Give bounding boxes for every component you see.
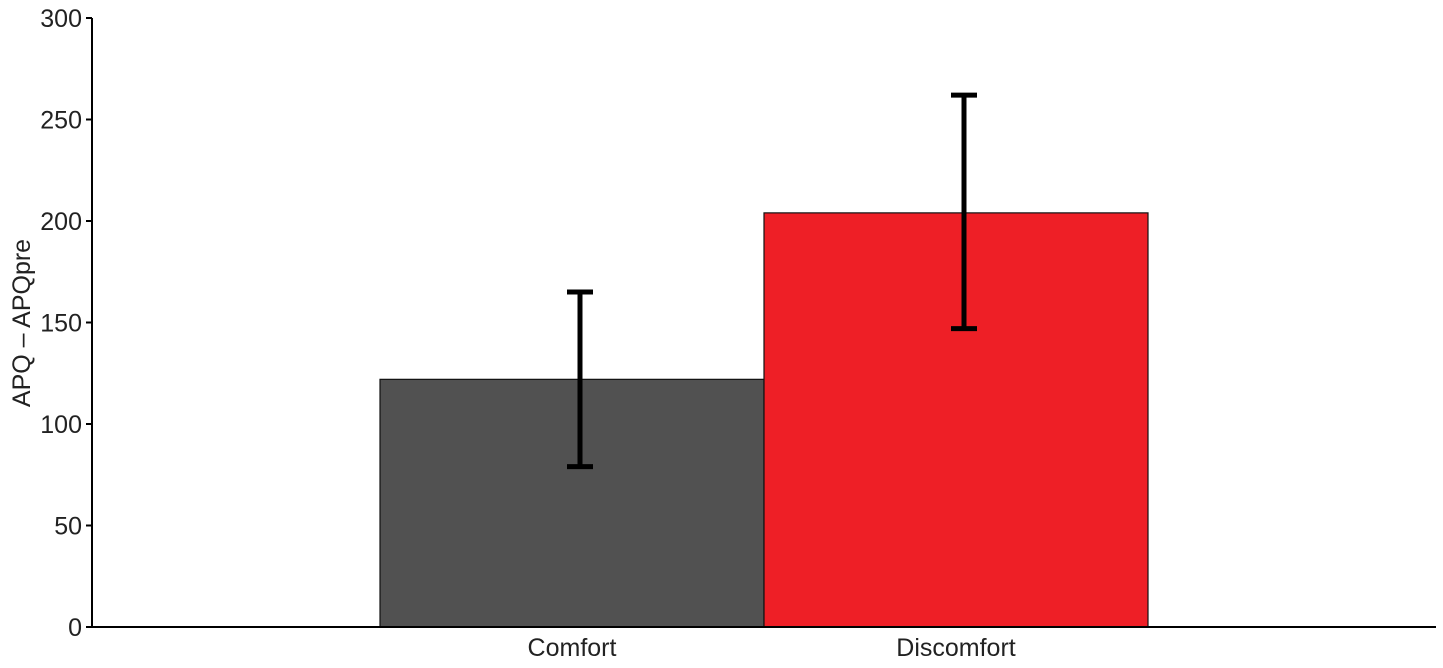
ticks-layer: Comfort Discomfort 0 50 100 150 200 250 300 <box>40 5 1015 662</box>
bar-discomfort <box>763 212 1149 628</box>
y-tick-label-300: 300 <box>40 5 82 33</box>
y-tick-label-50: 50 <box>54 513 82 541</box>
y-axis-title: APQ – APQpre <box>8 239 36 407</box>
x-tick-label-discomfort: Discomfort <box>896 634 1016 662</box>
error-bars-layer <box>567 92 977 470</box>
error-bar-comfort <box>567 289 593 470</box>
bars-layer <box>379 212 1149 628</box>
x-tick-label-comfort: Comfort <box>528 634 617 662</box>
y-tick-label-250: 250 <box>40 107 82 135</box>
y-tick-label-100: 100 <box>40 411 82 439</box>
y-tick-label-0: 0 <box>68 614 82 642</box>
bar-comfort <box>379 378 765 628</box>
y-tick-label-150: 150 <box>40 310 82 338</box>
error-bar-discomfort <box>951 92 977 332</box>
y-tick-label-200: 200 <box>40 208 82 236</box>
